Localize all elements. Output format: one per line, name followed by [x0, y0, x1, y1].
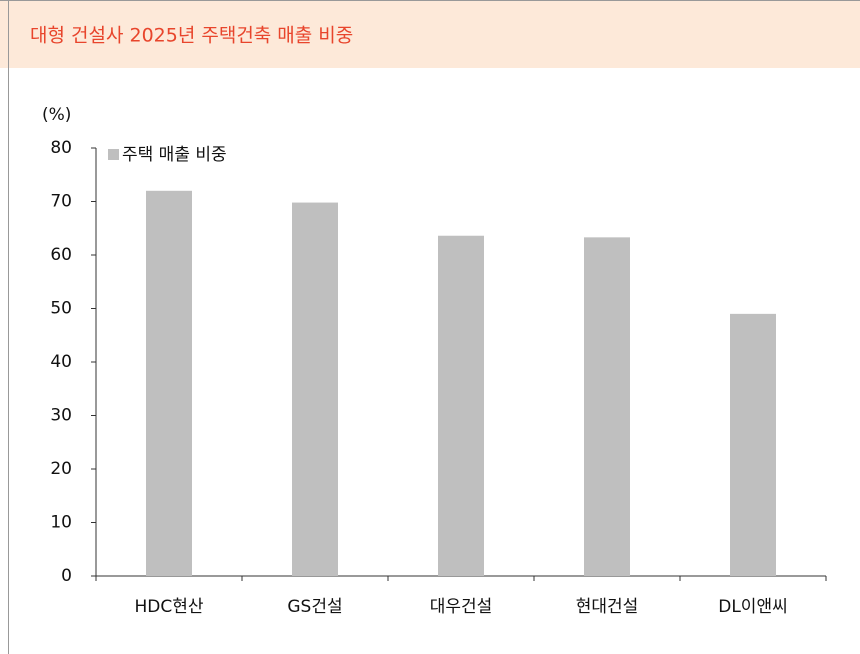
x-tick-label: 대우건설 — [430, 597, 493, 617]
bar — [292, 202, 338, 576]
y-tick-label: 80 — [50, 138, 72, 158]
y-tick-label: 40 — [50, 352, 72, 372]
bar — [146, 190, 192, 577]
y-axis-label: (%) — [42, 105, 71, 125]
legend-swatch — [108, 149, 119, 160]
title-band — [0, 0, 860, 68]
y-tick-label: 20 — [50, 459, 72, 479]
x-tick-label: GS건설 — [287, 597, 342, 617]
chart-title: 대형 건설사 2025년 주택건축 매출 비중 — [30, 25, 353, 47]
x-tick-label: DL이앤씨 — [718, 597, 787, 617]
x-tick-label: HDC현산 — [134, 597, 203, 617]
legend-label: 주택 매출 비중 — [122, 145, 227, 165]
y-tick-label: 60 — [50, 245, 72, 265]
y-tick-label: 0 — [61, 566, 72, 586]
y-tick-label: 50 — [50, 299, 72, 319]
bar — [730, 313, 776, 576]
bar — [584, 237, 630, 576]
y-tick-label: 70 — [50, 192, 72, 212]
bar — [438, 235, 484, 577]
y-tick-label: 10 — [50, 513, 72, 533]
x-tick-label: 현대건설 — [576, 597, 639, 617]
y-tick-label: 30 — [50, 406, 72, 426]
